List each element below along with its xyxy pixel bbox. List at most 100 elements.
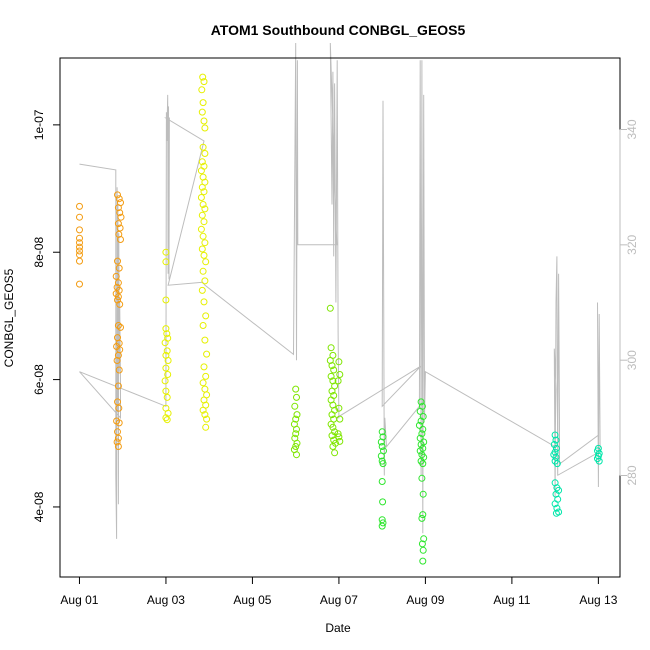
data-point <box>162 296 170 304</box>
data-point <box>198 183 206 191</box>
x-tick-label: Aug 11 <box>493 593 530 607</box>
data-point <box>115 404 123 412</box>
data-point <box>199 232 207 240</box>
data-point <box>200 78 208 86</box>
data-point <box>199 73 207 81</box>
data-point <box>117 323 124 331</box>
data-point <box>113 357 121 364</box>
data-point <box>115 419 123 427</box>
data-point <box>198 108 206 116</box>
data-point <box>114 257 121 265</box>
data-point <box>161 339 169 347</box>
data-point <box>378 443 386 450</box>
data-point <box>419 460 427 468</box>
data-point <box>417 398 425 406</box>
data-point <box>201 385 209 393</box>
data-point <box>417 417 425 425</box>
y-axis: 4e-08 6e-08 8e-08 1e-07 <box>32 109 61 522</box>
data-point <box>595 457 603 465</box>
data-point <box>201 150 209 157</box>
data-point <box>114 204 122 212</box>
x-tick-label: Aug 05 <box>233 593 271 607</box>
data-point <box>116 209 124 217</box>
data-point <box>201 239 209 247</box>
data-point <box>163 347 171 355</box>
data-point <box>420 535 428 543</box>
y-tick-label: 8e-08 <box>32 237 46 268</box>
data-point <box>199 379 207 387</box>
data-point <box>553 460 561 468</box>
x-tick-label: Aug 07 <box>320 593 358 607</box>
data-point <box>112 272 120 280</box>
data-point <box>379 460 387 468</box>
data-point <box>202 312 210 320</box>
data-point <box>198 286 206 294</box>
data-point <box>293 451 300 459</box>
data-point <box>200 363 208 371</box>
data-point <box>116 224 124 232</box>
data-point <box>329 423 337 431</box>
data-point <box>200 218 208 226</box>
data-point <box>552 436 560 444</box>
data-point <box>114 434 122 442</box>
y-tick-label: 6e-08 <box>32 364 46 395</box>
x-tick-label: Aug 09 <box>406 593 444 607</box>
data-point <box>330 366 338 374</box>
y-tick-label: 1e-07 <box>32 109 46 140</box>
data-point <box>76 202 83 210</box>
data-point <box>162 248 170 256</box>
data-point <box>202 423 210 431</box>
data-point <box>76 280 83 288</box>
data-point <box>327 344 335 352</box>
data-point <box>415 421 423 429</box>
data-point <box>198 158 206 166</box>
x-tick-label: Aug 01 <box>60 593 98 607</box>
data-point <box>334 430 342 438</box>
data-point <box>379 519 387 527</box>
data-point <box>114 220 122 228</box>
y-tick-label: 4e-08 <box>32 491 46 522</box>
data-point <box>115 264 123 272</box>
data-point <box>292 443 300 450</box>
data-point <box>200 251 208 259</box>
data-point <box>327 372 335 380</box>
data-point <box>292 415 300 423</box>
series-2 <box>161 73 211 431</box>
data-point <box>328 411 336 419</box>
data-point <box>551 500 559 508</box>
data-point <box>331 449 339 457</box>
data-point <box>113 438 121 446</box>
data-point <box>163 416 171 424</box>
data-point <box>201 205 209 213</box>
data-point <box>292 430 300 438</box>
data-point <box>162 364 170 372</box>
data-point <box>199 406 207 414</box>
data-point <box>114 279 122 287</box>
data-point <box>201 336 209 344</box>
data-point <box>328 362 336 370</box>
data-point <box>336 437 344 445</box>
series-4 <box>377 398 428 565</box>
data-point <box>418 514 426 522</box>
data-point <box>199 143 207 151</box>
data-point <box>162 414 170 422</box>
data-point <box>293 411 301 419</box>
chart-title: ATOM1 Southbound CONBGL_GEOS5 <box>211 22 466 38</box>
data-point <box>164 357 172 364</box>
data-point <box>335 358 343 366</box>
data-point <box>291 402 299 410</box>
data-point <box>197 225 205 233</box>
data-point <box>334 377 342 385</box>
data-point <box>197 194 205 201</box>
data-point <box>198 211 206 219</box>
data-point <box>552 453 560 461</box>
data-point <box>552 444 560 452</box>
data-point <box>335 404 343 412</box>
data-point <box>117 236 124 243</box>
data-point <box>203 350 211 358</box>
data-point <box>335 433 343 441</box>
data-point <box>163 330 171 338</box>
data-point <box>419 511 427 519</box>
data-point <box>76 234 83 242</box>
